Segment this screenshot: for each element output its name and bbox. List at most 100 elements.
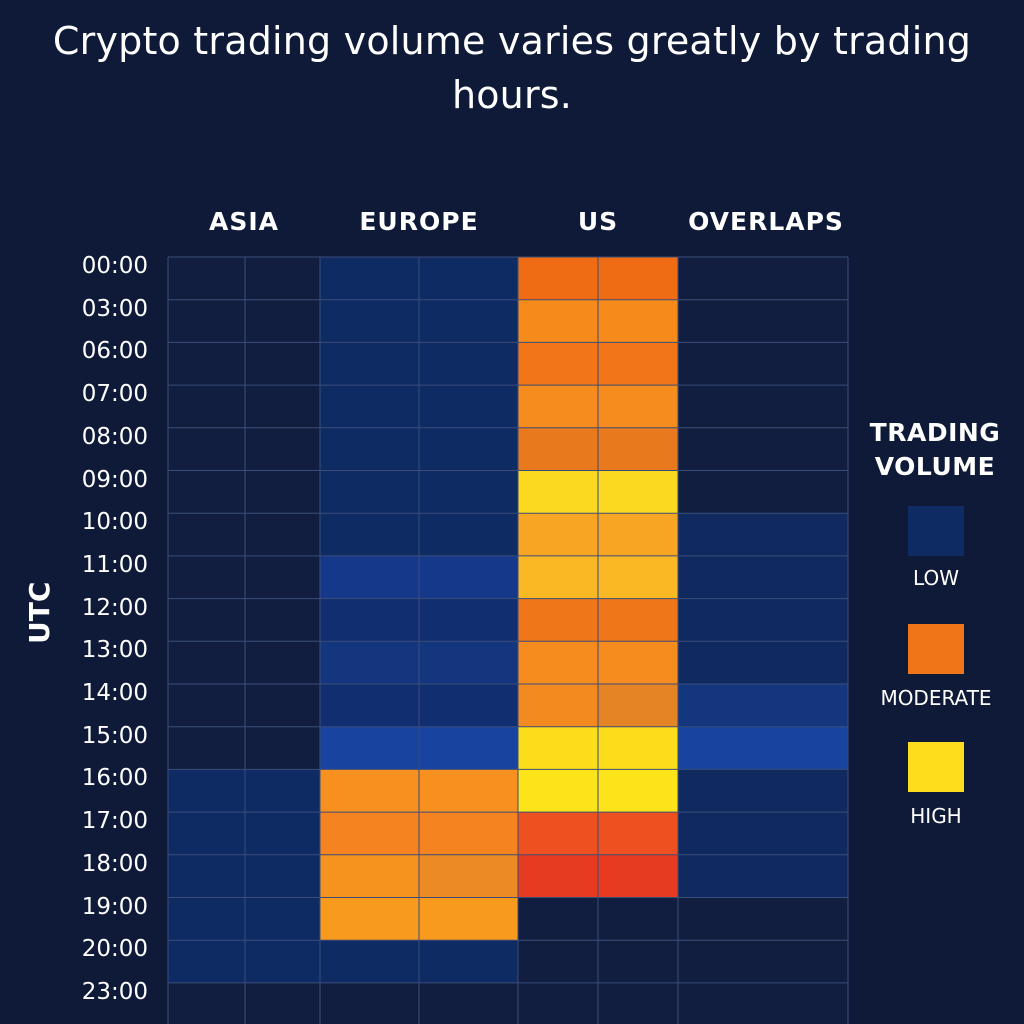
heatmap-cell-r6-c3 bbox=[419, 513, 518, 556]
heatmap-cell-r7-c3 bbox=[419, 555, 518, 599]
heatmap-cell-r12-c4 bbox=[518, 769, 598, 813]
row-label: 17:00 bbox=[81, 808, 148, 835]
heatmap-cell-r12-c6 bbox=[678, 769, 848, 813]
heatmap-cell-r5-c3 bbox=[419, 470, 518, 514]
heatmap-cell-r0-c6 bbox=[678, 257, 848, 300]
heatmap-cell-r15-c0 bbox=[168, 897, 245, 941]
heatmap-cell-r15-c5 bbox=[598, 897, 678, 941]
row-label: 13:00 bbox=[81, 637, 148, 664]
heatmap-cell-r6-c6 bbox=[678, 513, 848, 556]
heatmap-cell-r11-c1 bbox=[245, 726, 320, 770]
heatmap-cell-r14-c1 bbox=[245, 854, 320, 898]
heatmap-cell-r14-c3 bbox=[419, 854, 518, 898]
heatmap-cell-r17-c3 bbox=[419, 982, 518, 1024]
heatmap-cell-r13-c0 bbox=[168, 812, 245, 855]
heatmap-cell-r7-c4 bbox=[518, 555, 598, 599]
row-label: 08:00 bbox=[81, 423, 148, 450]
heatmap-cell-r9-c1 bbox=[245, 641, 320, 684]
heatmap-cell-r11-c4 bbox=[518, 726, 598, 770]
heatmap-cell-r2-c3 bbox=[419, 342, 518, 386]
legend-label-low: LOW bbox=[913, 566, 959, 590]
heatmap-cell-r12-c1 bbox=[245, 769, 320, 813]
heatmap-cell-r8-c0 bbox=[168, 598, 245, 642]
legend-title-line-1: TRADING bbox=[869, 418, 1001, 447]
heatmap-cell-r15-c2 bbox=[320, 897, 419, 941]
heatmap-cell-r2-c5 bbox=[598, 342, 678, 386]
heatmap-cell-r2-c2 bbox=[320, 342, 419, 386]
row-label: 06:00 bbox=[81, 338, 148, 365]
heatmap-cell-r1-c4 bbox=[518, 299, 598, 343]
heatmap-cell-r4-c2 bbox=[320, 427, 419, 471]
heatmap-cell-r13-c3 bbox=[419, 812, 518, 855]
heatmap-cell-r3-c3 bbox=[419, 385, 518, 428]
heatmap-cell-r10-c5 bbox=[598, 684, 678, 727]
row-label: 14:00 bbox=[81, 680, 148, 706]
heatmap-cell-r9-c0 bbox=[168, 641, 245, 684]
heatmap-cell-r16-c6 bbox=[678, 940, 848, 983]
heatmap-cell-r6-c5 bbox=[598, 513, 678, 556]
heatmap-cell-r15-c1 bbox=[245, 897, 320, 941]
heatmap-cell-r5-c4 bbox=[518, 470, 598, 514]
heatmap-cell-r3-c0 bbox=[168, 385, 245, 428]
heatmap-cell-r8-c5 bbox=[598, 598, 678, 642]
heatmap-cell-r15-c6 bbox=[678, 897, 848, 941]
heatmap-cell-r9-c6 bbox=[678, 641, 848, 684]
heatmap-cell-r11-c5 bbox=[598, 726, 678, 770]
heatmap-cell-r10-c3 bbox=[419, 684, 518, 727]
heatmap-cell-r6-c4 bbox=[518, 513, 598, 556]
heatmap-cell-r9-c5 bbox=[598, 641, 678, 684]
row-label: 20:00 bbox=[81, 936, 148, 963]
legend-swatch-high bbox=[908, 742, 964, 792]
heatmap-cell-r1-c5 bbox=[598, 299, 678, 343]
heatmap-cell-r17-c1 bbox=[245, 982, 320, 1024]
legend-label-moderate: MODERATE bbox=[880, 686, 992, 710]
column-header-overlaps: OVERLAPS bbox=[688, 207, 844, 236]
heatmap-cell-r7-c6 bbox=[678, 555, 848, 599]
heatmap-cell-r13-c4 bbox=[518, 812, 598, 855]
row-label: 07:00 bbox=[81, 381, 148, 408]
heatmap-cell-r3-c6 bbox=[678, 385, 848, 428]
heatmap-cell-r7-c5 bbox=[598, 555, 678, 599]
heatmap-cell-r13-c2 bbox=[320, 812, 419, 855]
heatmap-cell-r5-c1 bbox=[245, 470, 320, 514]
heatmap-cell-r9-c3 bbox=[419, 641, 518, 684]
column-header-asia: ASIA bbox=[208, 207, 279, 236]
heatmap-cell-r5-c2 bbox=[320, 470, 419, 514]
heatmap-cell-r6-c0 bbox=[168, 513, 245, 556]
heatmap-cell-r10-c0 bbox=[168, 684, 245, 727]
heatmap-cell-r15-c3 bbox=[419, 897, 518, 941]
heatmap-cell-r0-c5 bbox=[598, 257, 678, 300]
heatmap-cell-r13-c6 bbox=[678, 812, 848, 855]
heatmap-cell-r10-c2 bbox=[320, 684, 419, 727]
heatmap-cell-r4-c0 bbox=[168, 427, 245, 471]
row-label: 23:00 bbox=[81, 978, 148, 1005]
heatmap-cell-r2-c1 bbox=[245, 342, 320, 386]
heatmap-cell-r5-c0 bbox=[168, 470, 245, 514]
heatmap-cell-r8-c3 bbox=[419, 598, 518, 642]
heatmap-cell-r0-c1 bbox=[245, 257, 320, 300]
heatmap-cell-r10-c4 bbox=[518, 684, 598, 727]
heatmap-cell-r14-c2 bbox=[320, 854, 419, 898]
column-header-europe: EUROPE bbox=[359, 207, 479, 236]
heatmap-cell-r14-c0 bbox=[168, 854, 245, 898]
heatmap-cell-r8-c6 bbox=[678, 598, 848, 642]
heatmap-cell-r11-c6 bbox=[678, 726, 848, 770]
heatmap-cell-r13-c5 bbox=[598, 812, 678, 855]
row-label: 12:00 bbox=[81, 594, 148, 621]
heatmap-cell-r9-c4 bbox=[518, 641, 598, 684]
row-label: 18:00 bbox=[81, 850, 148, 877]
legend-title-line-2: VOLUME bbox=[874, 452, 996, 481]
heatmap-cell-r0-c2 bbox=[320, 257, 419, 300]
legend-swatch-low bbox=[908, 506, 964, 556]
heatmap-cell-r4-c1 bbox=[245, 427, 320, 471]
row-label: 11:00 bbox=[81, 551, 148, 578]
heatmap-cell-r10-c6 bbox=[678, 684, 848, 727]
heatmap-cell-r5-c6 bbox=[678, 470, 848, 514]
row-label: 09:00 bbox=[81, 466, 148, 493]
row-label: 00:00 bbox=[81, 253, 148, 279]
row-label: 15:00 bbox=[81, 722, 148, 749]
row-label: 19:00 bbox=[81, 893, 148, 920]
chart-title: Crypto trading volume varies greatly by … bbox=[52, 19, 972, 117]
row-label: 03:00 bbox=[81, 295, 148, 322]
